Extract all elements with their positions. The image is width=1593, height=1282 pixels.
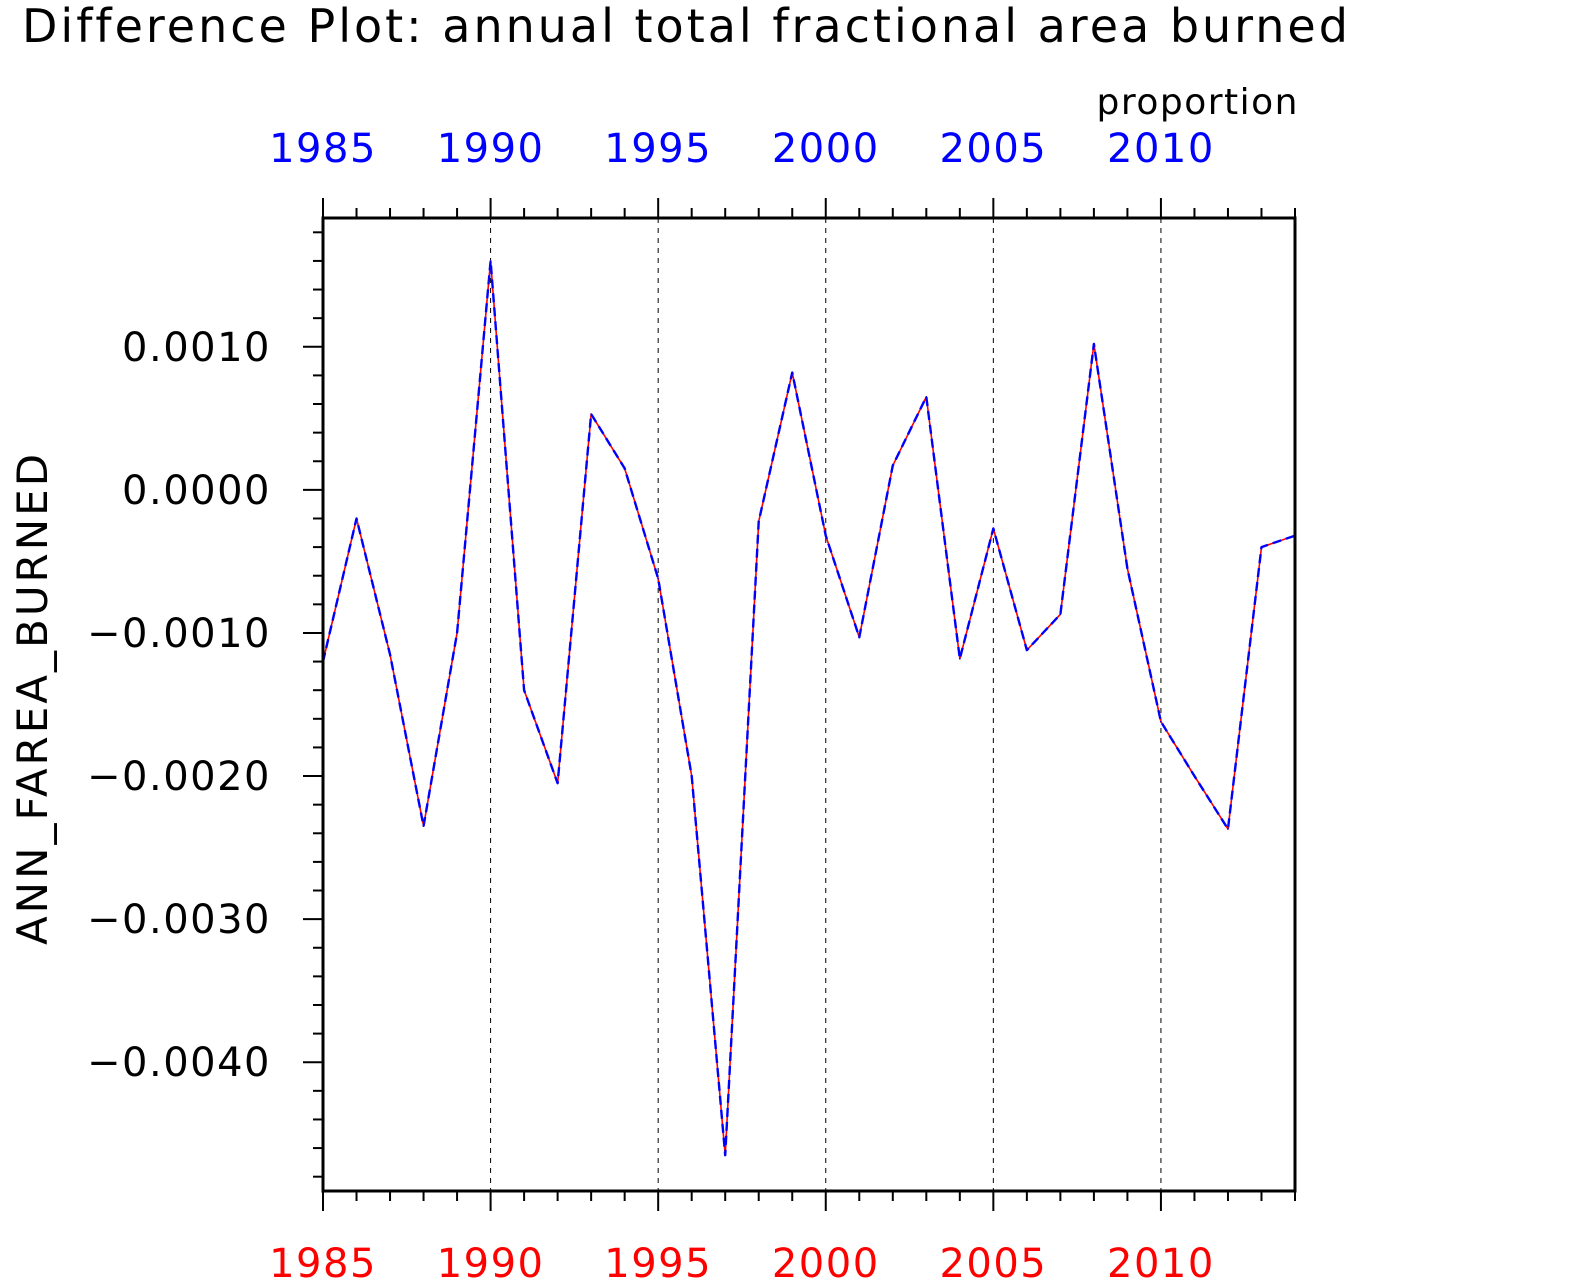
plot-frame xyxy=(321,216,1297,1193)
data-point-1-2011 xyxy=(1193,775,1196,777)
x-tick-label-bottom-1985: 1985 xyxy=(269,1241,377,1282)
x-tick-label-top-1995: 1995 xyxy=(604,126,712,172)
y-tick-label-5: −0.0040 xyxy=(87,1040,271,1086)
data-point-1-2009 xyxy=(1126,567,1129,570)
data-point-1-2001 xyxy=(858,636,861,639)
data-point-1-1998 xyxy=(757,520,760,523)
data-point-1-1993 xyxy=(590,413,592,415)
data-point-1-2003 xyxy=(925,396,928,398)
units-label: proportion xyxy=(1096,82,1299,123)
x-tick-label-top-1990: 1990 xyxy=(437,126,545,172)
x-tick-label-top-2000: 2000 xyxy=(772,126,880,172)
data-point-1-2013 xyxy=(1260,546,1263,548)
data-point-1-2005 xyxy=(992,527,995,530)
x-tick-label-bottom-2005: 2005 xyxy=(939,1241,1047,1282)
data-point-1-1995 xyxy=(657,577,659,580)
data-point-1-2000 xyxy=(824,534,827,537)
data-point-1-1990 xyxy=(489,260,492,262)
series-line-blue-dashed xyxy=(321,259,1296,1157)
chart-title: Difference Plot: annual total fractional… xyxy=(22,0,1351,53)
data-point-1-2010 xyxy=(1160,720,1162,723)
x-tick-label-top-2010: 2010 xyxy=(1107,126,1215,172)
series-line-red-solid xyxy=(322,260,1296,1157)
x-tick-label-top-2005: 2005 xyxy=(939,126,1047,172)
x-tick-label-bottom-2010: 2010 xyxy=(1107,1241,1215,1282)
y-tick-label-3: −0.0020 xyxy=(87,754,271,800)
y-tick-label-1: 0.0000 xyxy=(122,468,271,514)
data-point-1-1987 xyxy=(389,653,391,656)
data-point-1-1992 xyxy=(556,782,559,784)
axes-layer xyxy=(321,216,1297,1193)
y-tick-label-0: 0.0010 xyxy=(122,325,271,371)
data-point-1-1996 xyxy=(690,775,693,777)
x-tick-label-bottom-1990: 1990 xyxy=(437,1241,545,1282)
data-point-1-2008 xyxy=(1093,343,1095,345)
data-point-1-1999 xyxy=(791,371,794,374)
x-tick-label-bottom-1995: 1995 xyxy=(604,1241,712,1282)
data-point-1-2007 xyxy=(1059,613,1062,616)
data-point-1-1997 xyxy=(724,1154,727,1157)
y-axis-label: ANN_FAREA_BURNED xyxy=(8,451,57,945)
data-point-1-1991 xyxy=(523,689,525,691)
series-layer xyxy=(321,259,1296,1157)
data-point-1-2006 xyxy=(1026,649,1028,651)
ticks-layer xyxy=(303,198,1296,1211)
x-tick-label-top-1985: 1985 xyxy=(269,126,377,172)
gridlines xyxy=(490,218,1162,1191)
data-point-1-1994 xyxy=(623,467,626,470)
data-point-1-1986 xyxy=(355,517,358,520)
y-tick-label-4: −0.0030 xyxy=(87,897,271,943)
y-tick-label-2: −0.0010 xyxy=(87,611,271,657)
data-point-1-2002 xyxy=(891,464,894,467)
tick-labels-layer: 1985 1985 1990 1990 1995 1995 2000 2000 2005 2005… xyxy=(87,126,1215,1282)
data-point-1-1988 xyxy=(422,825,425,827)
data-point-1-1989 xyxy=(456,632,458,634)
data-point-1-2012 xyxy=(1227,828,1229,830)
data-point-1-2004 xyxy=(959,657,961,660)
x-tick-label-bottom-2000: 2000 xyxy=(772,1241,880,1282)
